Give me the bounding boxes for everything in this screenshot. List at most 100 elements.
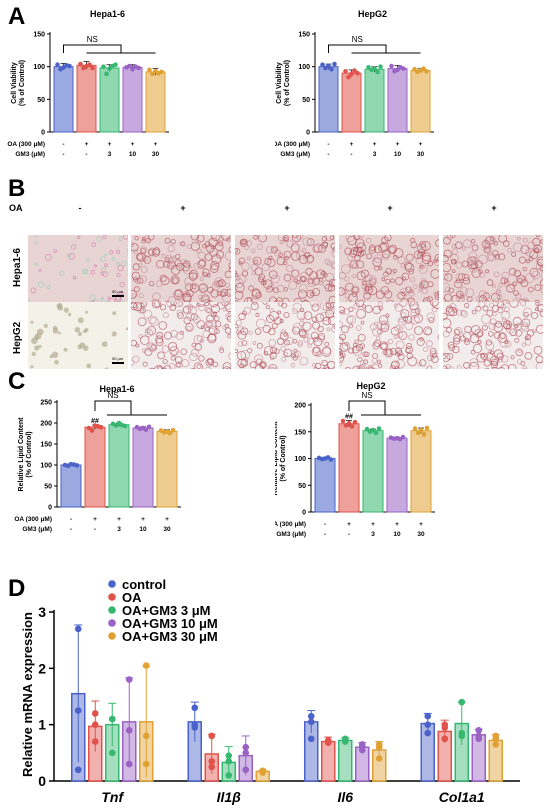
panel-letter-c: C — [8, 368, 26, 395]
significance-mark: ## — [91, 418, 99, 425]
data-point — [421, 66, 426, 71]
bar-oa — [341, 72, 362, 133]
gm3-row-label: GM3 (μM) — [276, 531, 306, 538]
micrograph-hepa16-3 — [235, 235, 335, 302]
oa-mark: - — [327, 141, 329, 148]
data-point — [441, 735, 449, 743]
legend-label: OA+GM3 10 μM — [122, 616, 218, 631]
bar-oa-gm3-30-m — [410, 70, 431, 133]
gm3-mark: 3 — [108, 151, 112, 158]
data-point — [55, 62, 60, 68]
legend-label: OA+GM3 30 μM — [122, 629, 218, 644]
stain-texture — [30, 303, 128, 369]
data-point — [147, 67, 152, 73]
data-point — [225, 757, 233, 765]
micrograph-hepg2-5 — [443, 302, 543, 369]
data-point — [167, 430, 173, 436]
gm3-mark: 30 — [163, 526, 171, 533]
data-point — [340, 418, 346, 424]
data-point — [378, 64, 383, 69]
data-point — [122, 423, 128, 429]
data-point — [475, 727, 483, 734]
data-point — [142, 732, 150, 740]
data-point — [346, 74, 351, 80]
y-tick-label: 50 — [298, 483, 306, 490]
stain-texture — [339, 235, 439, 302]
data-point — [355, 70, 360, 76]
gm3-mark: - — [327, 151, 329, 158]
data-point — [91, 738, 99, 745]
oa-row-label: OA (300 μM) — [7, 141, 45, 148]
scale-bar — [112, 362, 124, 364]
data-point — [372, 66, 377, 71]
data-point — [90, 65, 95, 71]
y-tick-label: 250 — [40, 400, 52, 407]
chart-title: Hepa1-6 — [90, 9, 125, 19]
data-point — [74, 625, 82, 633]
data-point — [364, 426, 370, 432]
data-point — [320, 62, 325, 68]
bar-oa-gm3-10-m — [387, 68, 408, 133]
data-point — [418, 427, 424, 433]
ns-bracket — [94, 400, 132, 415]
y-tick-label: 50 — [302, 97, 310, 104]
data-point — [424, 729, 432, 737]
gm3-mark: 30 — [417, 531, 425, 538]
scale-bar — [112, 295, 124, 297]
gm3-mark: 10 — [394, 151, 402, 158]
micrograph-hepa16-5 — [443, 235, 543, 302]
panel-b-oa-mark: + — [180, 203, 185, 213]
gm3-mark: 10 — [139, 526, 147, 533]
data-point — [343, 68, 348, 74]
oa-mark: + — [373, 141, 377, 148]
bar-oa — [338, 423, 360, 513]
data-point — [415, 430, 421, 436]
gm3-row-label: GM3 (μM) — [280, 151, 310, 158]
data-point — [78, 61, 83, 67]
data-point — [113, 423, 119, 428]
stain-texture — [28, 235, 128, 302]
y-tick-label: 150 — [33, 32, 45, 39]
data-point — [424, 712, 432, 720]
data-point — [101, 64, 106, 69]
x-category-label: Tnf — [101, 789, 124, 805]
data-point — [376, 426, 382, 431]
data-point — [91, 721, 99, 728]
oa-mark: + — [141, 516, 145, 523]
data-point — [98, 424, 104, 430]
gm3-mark: - — [324, 531, 326, 538]
ns-label: NS — [87, 35, 98, 44]
ns-bracket — [348, 400, 386, 415]
stain-texture — [443, 302, 543, 369]
panel-b-oa-mark: + — [387, 203, 392, 213]
bar-oa-gm3-10-m — [122, 66, 143, 133]
y-tick-label: 150 — [298, 32, 310, 39]
data-point — [375, 743, 383, 751]
y-axis-label-line2: (% of Control) — [26, 431, 33, 477]
oa-mark: + — [165, 516, 169, 523]
y-axis-label-line2: (% of Control) — [280, 435, 287, 481]
oa-row-label: OA (300 μM) — [14, 516, 52, 523]
bar-control — [53, 66, 74, 133]
data-point — [208, 732, 216, 740]
scale-bar-label: 50 μm — [112, 289, 124, 294]
bar-oa-gm3-3-m — [108, 424, 130, 508]
gm3-mark: 30 — [417, 151, 425, 158]
y-tick-label: 0 — [306, 130, 310, 137]
panel-letter-a: A — [8, 3, 26, 30]
data-point — [259, 768, 267, 775]
oa-mark: + — [350, 141, 354, 148]
x-category-label: Il6 — [337, 789, 353, 805]
bar-oa-gm3-30-m — [410, 430, 432, 513]
micrograph-hepa16-2 — [131, 235, 231, 302]
data-point — [225, 772, 233, 779]
micrograph-grid: 50 μm 50 μm Hepa1-6 HepG2 — [0, 222, 550, 370]
y-tick-label: 2 — [38, 660, 46, 676]
y-tick-label: 100 — [294, 456, 306, 463]
gm3-mark: 3 — [373, 151, 377, 158]
legend-marker — [108, 606, 116, 614]
micrograph-hepg2-1 — [28, 302, 128, 369]
data-point — [225, 752, 233, 759]
data-point — [328, 457, 334, 462]
panel-b-oa-mark: + — [491, 203, 496, 213]
